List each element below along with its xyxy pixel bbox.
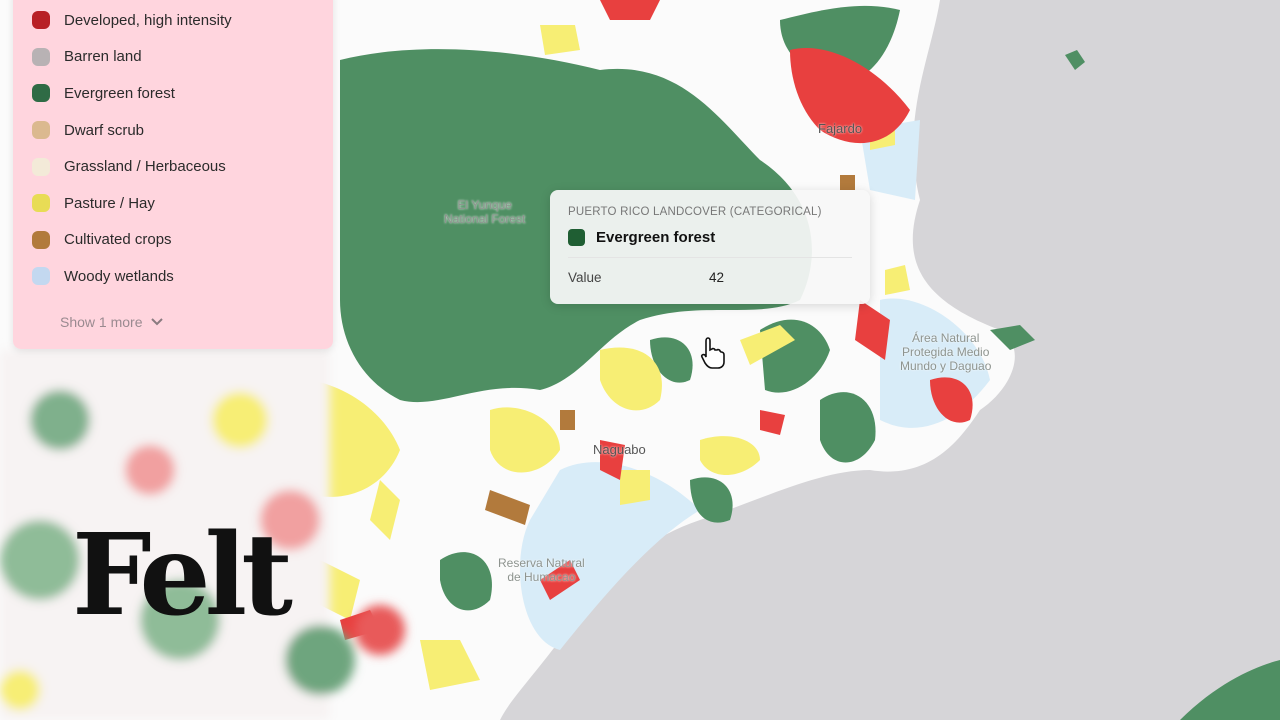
map-label-yunque: El Yunque National Forest <box>444 198 526 226</box>
legend-item[interactable]: Developed, high intensity <box>13 2 333 39</box>
map-label-humacao: Reserva Natural de Humacao <box>498 556 585 584</box>
tooltip-layer-name: PUERTO RICO LANDCOVER (CATEGORICAL) <box>568 206 822 218</box>
feature-tooltip: PUERTO RICO LANDCOVER (CATEGORICAL) Ever… <box>550 190 870 304</box>
legend-swatch <box>32 157 50 176</box>
chevron-down-icon <box>151 318 164 326</box>
tooltip-value-label: Value <box>568 270 602 285</box>
show-more-label: Show 1 more <box>60 314 143 330</box>
tooltip-divider <box>568 257 852 258</box>
legend-label: Developed, high intensity <box>64 11 232 29</box>
legend-item[interactable]: Woody wetlands <box>13 258 333 295</box>
legend-label: Cultivated crops <box>64 231 172 249</box>
developed-areas <box>340 0 973 640</box>
legend-swatch <box>32 47 50 66</box>
legend-label: Grassland / Herbaceous <box>64 158 226 176</box>
legend-item[interactable]: Pasture / Hay <box>13 185 333 222</box>
legend-panel: Developed, high intensity Barren land Ever… <box>13 0 333 349</box>
legend-swatch <box>32 11 50 30</box>
tooltip-value: 42 <box>709 270 725 285</box>
map-label-daguao: Área Natural Protegida Medio Mundo y Dag… <box>900 331 992 373</box>
legend-swatch <box>32 194 50 213</box>
tooltip-category-swatch <box>568 229 585 246</box>
legend-label: Barren land <box>64 48 142 66</box>
map-label-naguabo: Naguabo <box>593 442 646 457</box>
legend-item[interactable]: Dwarf scrub <box>13 112 333 149</box>
legend-label: Pasture / Hay <box>64 194 155 212</box>
legend-label: Dwarf scrub <box>64 121 145 139</box>
hand-pointer-icon <box>700 337 725 369</box>
legend-item[interactable]: Cultivated crops <box>13 222 333 259</box>
crop-areas <box>485 175 855 525</box>
legend-item[interactable]: Evergreen forest <box>13 75 333 112</box>
legend-label: Woody wetlands <box>64 267 174 285</box>
legend-swatch <box>32 84 50 103</box>
felt-logo: Felt <box>72 510 293 641</box>
show-more-button[interactable]: Show 1 more <box>60 314 164 330</box>
map-label-fajardo: Fajardo <box>818 121 863 136</box>
blurred-region <box>0 350 405 720</box>
legend-item[interactable]: Barren land <box>13 39 333 76</box>
legend-label: Evergreen forest <box>64 84 175 102</box>
legend-item[interactable]: Grassland / Herbaceous <box>13 148 333 185</box>
tooltip-category: Evergreen forest <box>596 229 716 246</box>
legend-swatch <box>32 230 50 249</box>
legend-swatch <box>32 121 50 140</box>
legend-swatch <box>32 267 50 286</box>
